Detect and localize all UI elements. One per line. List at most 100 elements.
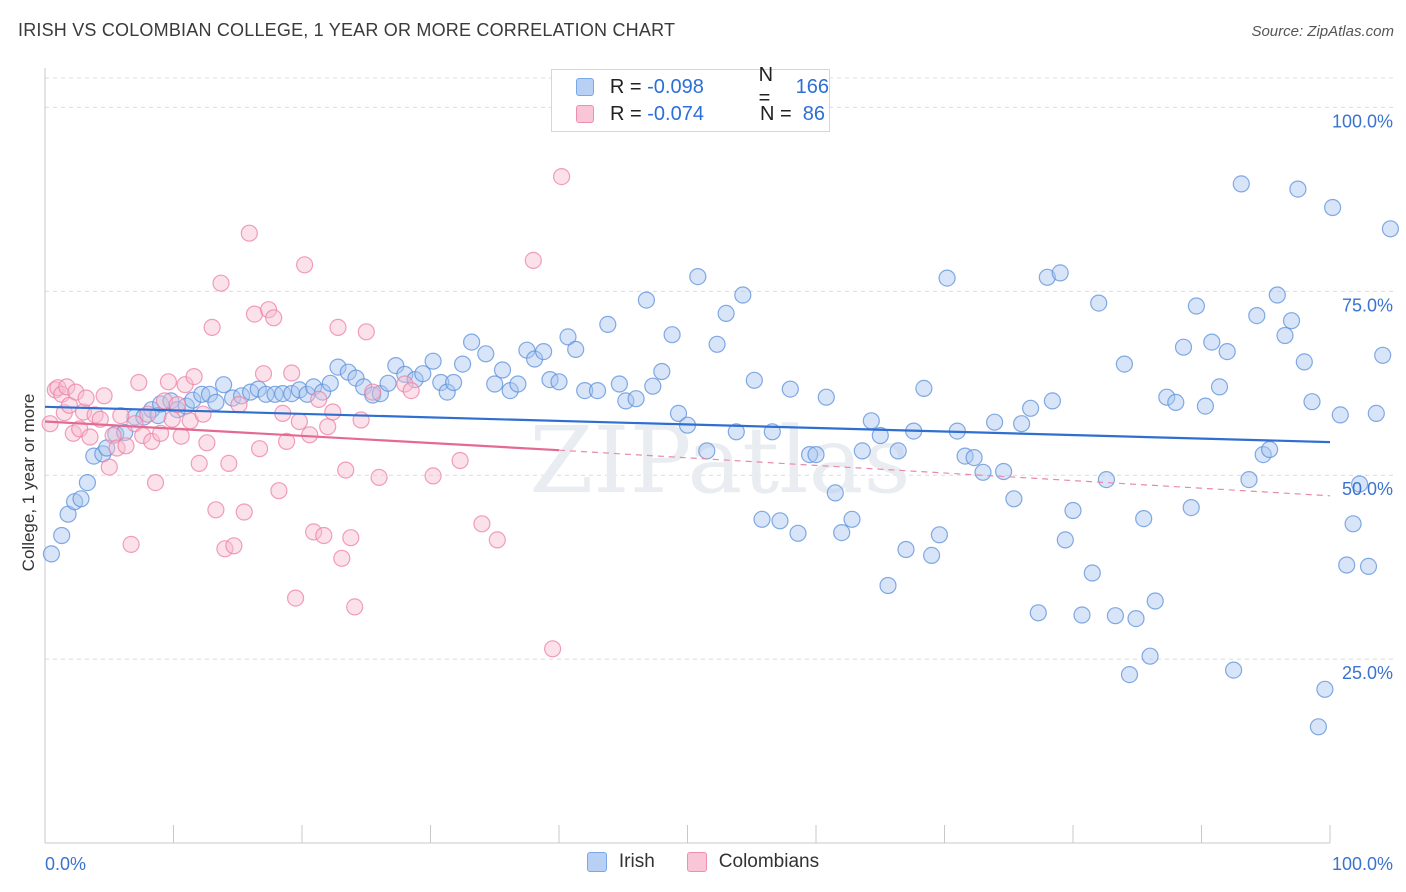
colombians-point [329,318,347,336]
y-tick-label: 75.0% [1342,295,1393,315]
colombians-point [310,390,328,408]
irish-point [1038,268,1056,286]
colombians-swatch [576,105,594,123]
r-label: R = [609,75,648,98]
stats-row-colombians: R = -0.074 N = 86 [576,101,825,127]
irish-point [734,286,752,304]
irish-point [588,382,607,400]
irish-point [1344,515,1362,533]
colombians-point [278,432,296,450]
irish-point [463,333,481,351]
colombians-point [270,482,288,500]
irish-point [1232,175,1250,193]
colombians-point [95,387,113,405]
colombians-point [122,535,140,554]
colombians-point [305,523,323,541]
stats-legend: R = -0.098 N = 166 R = -0.074 N = 86 [551,64,830,132]
irish-point [610,375,629,393]
irish-point [669,404,688,422]
irish-point [922,546,941,565]
colombians-point [364,383,382,401]
irish-point [1350,475,1369,493]
irish-point [1158,388,1176,406]
colombians-point [254,365,273,383]
colombians-point [163,410,181,428]
r-label: R = [610,102,648,125]
colombians-point [260,301,278,319]
irish-point [1196,397,1215,415]
irish-point [1141,647,1159,665]
colombians-point [155,392,174,410]
irish-point [653,362,671,381]
n-value-irish: 166 [795,75,829,98]
irish-point [833,523,851,542]
r-value-colombians: -0.074 [647,102,704,125]
irish-point [387,357,405,375]
irish-point [1268,286,1286,304]
irish-point [1106,607,1125,625]
colombians-point [265,309,283,327]
colombians-point [130,373,148,392]
irish-point [1029,604,1047,622]
colombians-point [67,383,85,401]
irish-point [1323,198,1342,217]
irish-point [1146,592,1164,610]
colombians-point [524,251,542,269]
irish-point [1295,353,1313,371]
colombians-point [41,415,59,433]
irish-point [1303,393,1321,411]
irish-point [274,385,292,403]
colombians-point [100,458,118,476]
irish-trend-line [44,405,1331,444]
irish-point [1316,680,1334,698]
legend-item-colombians[interactable]: Colombians [686,851,819,873]
irish-point [745,371,763,389]
irish-point [1203,333,1221,351]
irish-point [1182,499,1200,517]
irish-point [550,373,568,391]
irish-point [42,545,61,563]
colombians-point [152,424,170,442]
irish-point [379,374,397,392]
irish-point [1282,312,1301,330]
irish-point [965,449,983,467]
colombians-point [58,378,76,396]
irish-point [78,474,97,492]
colombians-legend-swatch [686,852,707,872]
legend-label-irish: Irish [618,851,655,872]
trend-lines [44,405,1331,497]
irish-point [1381,220,1400,238]
colombians-point [552,168,571,186]
colombians-point [203,318,221,336]
irish-point [257,385,275,403]
y-tick-label: 100.0% [1332,111,1393,131]
irish-point [1115,355,1134,373]
irish-point [72,490,90,508]
irish-point [1331,406,1349,424]
irish-point [862,412,880,430]
colombians-point [396,375,414,393]
y-axis-label: College, 1 year or more [19,394,38,572]
irish-point [1090,294,1108,312]
irish-point [879,576,897,595]
irish-point [1073,606,1091,624]
colombians-point [235,503,253,521]
irish-point [559,328,577,346]
irish-point [727,423,745,441]
irish-point [817,388,835,406]
irish-point [1083,564,1101,582]
irish-point [708,335,726,353]
legend-item-irish[interactable]: Irish [586,851,655,873]
irish-point [1056,531,1074,549]
irish-point [414,365,432,383]
irish-point [889,442,907,460]
irish-point [493,361,512,379]
colombians-point [402,382,420,400]
irish-point [644,377,662,395]
irish-point [477,345,495,363]
colombians-point [207,501,225,519]
colombians-point [159,373,177,391]
colombians-point [315,526,333,545]
irish-point [445,373,463,392]
